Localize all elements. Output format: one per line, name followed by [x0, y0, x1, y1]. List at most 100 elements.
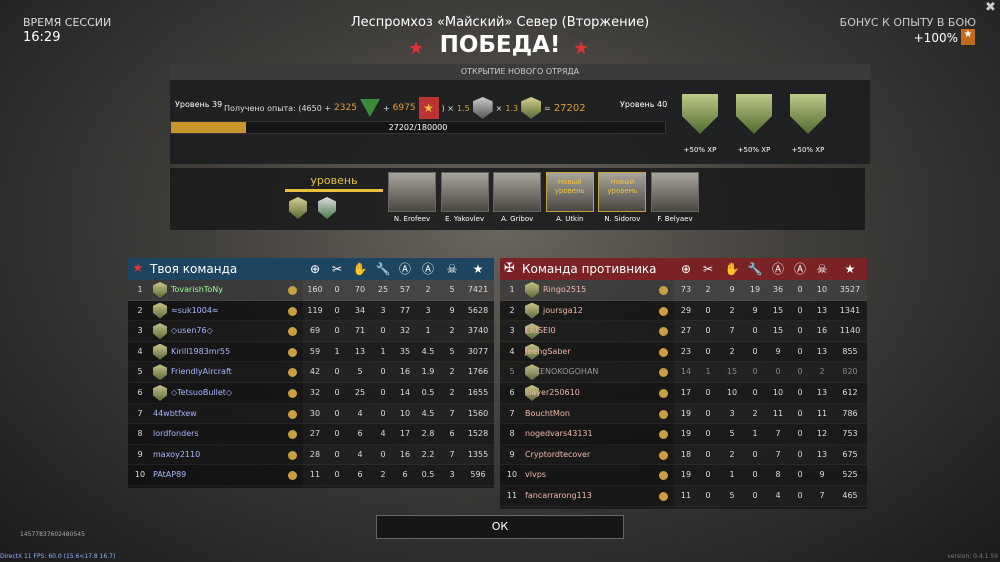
player-rank: 11: [506, 491, 518, 500]
stat-value: 0: [334, 470, 340, 480]
soldier-portrait: [598, 172, 647, 212]
stat-value: 36: [772, 285, 784, 294]
stat-value: 2: [449, 388, 455, 397]
level-to: Уровень 40: [620, 100, 668, 109]
stat-value: 73: [680, 285, 692, 294]
player-badge: [153, 323, 167, 340]
stat-value: 3077: [467, 346, 489, 356]
stat-value: 0: [705, 449, 711, 459]
player-name: nogedvars43131: [525, 429, 593, 439]
stat-value: 9: [449, 305, 455, 315]
stat-value: 4: [775, 491, 781, 500]
stat-value: 69: [309, 326, 321, 336]
player-row: 9 maxoy2110 28 0 4 0 16 2.2 7 1355: [128, 444, 494, 466]
column-icon: ⊕: [680, 262, 692, 276]
stat-value: 0: [334, 388, 340, 397]
stat-value: 10: [772, 388, 784, 397]
xp-text: Получено опыта: (4650 +: [224, 103, 332, 113]
rank-icon: [659, 409, 668, 419]
stat-value: 2: [425, 285, 431, 294]
stat-value: 2: [380, 470, 386, 480]
stat-value: 2: [449, 367, 455, 377]
player-badge: [525, 364, 539, 381]
player-rank: 5: [137, 367, 143, 377]
player-rank: 3: [509, 326, 515, 336]
stat-value: 16: [816, 326, 828, 336]
progress-fill: [171, 122, 246, 133]
stat-value: 0: [705, 326, 711, 336]
stat-value: 14: [399, 388, 411, 397]
stat-value: 9: [819, 470, 825, 480]
player-rank: 6: [509, 388, 515, 397]
player-name: TAKENOKOGOHAN: [525, 367, 599, 377]
player-name: ◇TetsuoBullet◇: [171, 388, 233, 397]
player-name: maxoy2110: [153, 449, 201, 459]
player-badge: [153, 302, 167, 319]
stat-value: 0: [797, 326, 803, 336]
column-icon: ★: [844, 262, 856, 276]
player-badge: [525, 302, 539, 319]
stat-value: 19: [680, 408, 692, 418]
stat-value: 0: [752, 470, 758, 480]
player-rank: 6: [137, 388, 143, 397]
player-name: fancarrarong113: [525, 491, 592, 500]
column-icon: ☠: [446, 262, 458, 276]
stat-value: 525: [842, 470, 858, 480]
stat-value: 1341: [839, 305, 861, 315]
stat-value: 0: [752, 388, 758, 397]
player-name: TovarishToNy: [171, 285, 223, 294]
soldier-name: F. Belyaev: [657, 215, 693, 223]
rank-icon: [288, 306, 297, 316]
stat-value: 1355: [467, 449, 489, 459]
stat-value: 32: [309, 388, 321, 397]
session-id: 14577837602480545: [20, 531, 85, 538]
stat-value: 9: [775, 346, 781, 356]
stat-value: 32: [399, 326, 411, 336]
new-level-badge: Новый уровень: [554, 178, 585, 195]
stat-value: 0: [334, 367, 340, 377]
stat-value: 13: [816, 305, 828, 315]
rank-icon: [288, 347, 297, 357]
stat-value: 11: [816, 408, 828, 418]
stat-value: 0: [775, 367, 781, 377]
stat-value: 7: [449, 449, 455, 459]
team-table: ★ Твоя команда ⊕ ✂ ✋ 🔧 Ⓐ Ⓐ ☠ ★ 1 TovarishToNy 160 0 70…: [128, 258, 494, 488]
player-rank: 9: [509, 449, 515, 459]
column-icon: ✂: [331, 262, 343, 276]
xp-reward-label: +50% XP: [683, 146, 717, 154]
stat-value: 1.9: [421, 367, 435, 377]
stat-value: 0: [705, 408, 711, 418]
stat-value: 70: [354, 285, 366, 294]
stat-value: 10: [399, 408, 411, 418]
stat-value: 0: [752, 367, 758, 377]
rank-icon: [288, 450, 297, 460]
fps-info: DirectX 11 FPS: 60.0 (15.6<17.8 16.7): [0, 553, 116, 560]
stat-value: 0: [334, 429, 340, 439]
stat-value: 4: [357, 449, 363, 459]
player-row: 8 nogedvars43131 19 0 5 1 7 0 12 753: [500, 424, 867, 445]
player-name: Cryptordtecover: [525, 449, 591, 459]
stat-value: 6: [449, 429, 455, 439]
stat-value: 0: [334, 449, 340, 459]
player-rank: 3: [137, 326, 143, 336]
ok-button[interactable]: ОК: [376, 515, 624, 539]
shield-icon: [472, 97, 493, 119]
stat-value: 0: [752, 449, 758, 459]
player-badge: [153, 364, 167, 381]
xp-total: 27202: [553, 102, 586, 114]
player-rank: 5: [509, 367, 515, 377]
close-button[interactable]: ✖: [985, 0, 996, 15]
level-line: [285, 189, 383, 192]
stat-value: 0: [380, 326, 386, 336]
stat-value: 3: [449, 470, 455, 480]
progress-label: 27202/180000: [388, 123, 448, 132]
column-icon: ☠: [816, 262, 828, 276]
stat-value: 612: [842, 388, 858, 397]
player-rank: 4: [509, 346, 515, 356]
stat-value: 1: [729, 470, 735, 480]
rank-icon: [659, 327, 668, 337]
stat-value: 0: [752, 346, 758, 356]
star-icon: ★: [573, 38, 590, 59]
stat-value: 13: [816, 346, 828, 356]
map-title: Леспромхоз «Майский» Север (Вторжение): [350, 15, 650, 30]
